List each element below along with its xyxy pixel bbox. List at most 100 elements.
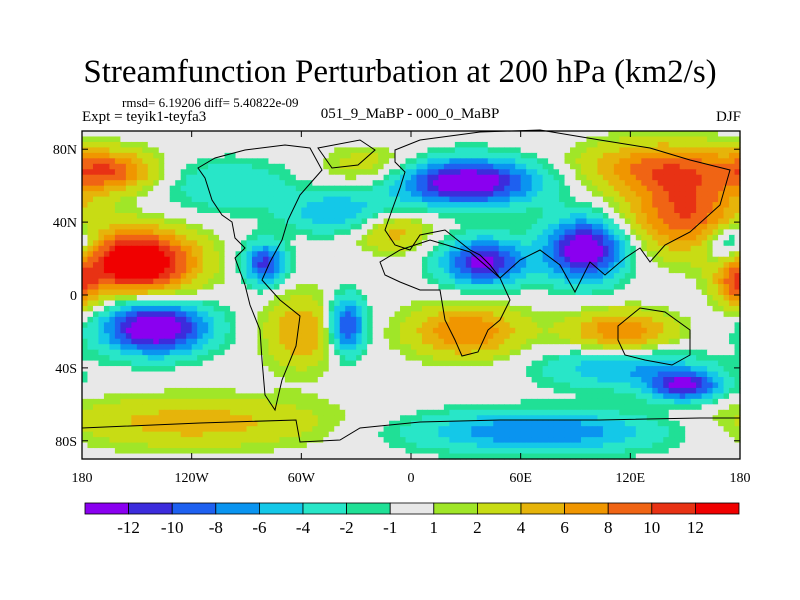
heatmap-cell — [87, 344, 94, 351]
heatmap-cell — [432, 136, 440, 143]
heatmap-cell — [597, 169, 604, 176]
heatmap-cell — [729, 278, 736, 285]
heatmap-cell — [509, 284, 516, 291]
heatmap-cell — [580, 185, 588, 192]
heatmap-cell — [251, 256, 259, 263]
heatmap-cell — [389, 218, 396, 225]
heatmap-cell — [339, 333, 346, 340]
heatmap-cell — [493, 213, 500, 220]
heatmap-cell — [213, 141, 220, 148]
heatmap-cell — [586, 185, 593, 192]
heatmap-cell — [597, 131, 604, 138]
heatmap-cell — [597, 229, 604, 236]
heatmap-cell — [646, 163, 653, 170]
heatmap-cell — [526, 284, 533, 291]
heatmap-cell — [241, 333, 248, 340]
heatmap-cell — [498, 229, 505, 236]
heatmap-cell — [213, 191, 220, 198]
heatmap-cell — [685, 256, 692, 263]
heatmap-cell — [164, 251, 171, 258]
heatmap-cell — [482, 158, 489, 165]
heatmap-cell — [191, 141, 198, 148]
heatmap-cell — [449, 262, 456, 269]
heatmap-cell — [597, 234, 604, 241]
heatmap-cell — [411, 202, 418, 209]
heatmap-cell — [411, 262, 418, 269]
heatmap-cell — [679, 349, 686, 356]
heatmap-cell — [476, 141, 483, 148]
heatmap-cell — [712, 262, 719, 269]
heatmap-cell — [219, 267, 226, 274]
heatmap-cell — [564, 338, 571, 345]
heatmap-cell — [460, 158, 467, 165]
heatmap-cell — [602, 223, 609, 230]
heatmap-cell — [619, 207, 626, 214]
heatmap-cell — [98, 240, 105, 247]
heatmap-cell — [465, 202, 472, 209]
heatmap-cell — [246, 338, 253, 345]
heatmap-cell — [509, 311, 516, 318]
heatmap-cell — [372, 191, 379, 198]
heatmap-cell — [421, 289, 429, 296]
heatmap-cell — [262, 185, 270, 192]
heatmap-cell — [559, 191, 566, 198]
heatmap-cell — [356, 152, 363, 159]
heatmap-cell — [306, 163, 313, 170]
heatmap-cell — [624, 234, 631, 241]
heatmap-cell — [564, 284, 571, 291]
heatmap-cell — [219, 251, 226, 258]
heatmap-cell — [142, 196, 149, 203]
heatmap-cell — [718, 180, 725, 187]
heatmap-cell — [591, 163, 599, 170]
heatmap-cell — [191, 218, 198, 225]
heatmap-cell — [723, 273, 730, 280]
heatmap-cell — [421, 262, 429, 269]
heatmap-cell — [284, 273, 291, 280]
heatmap-cell — [454, 131, 461, 138]
heatmap-cell — [339, 305, 346, 312]
heatmap-cell — [718, 131, 725, 138]
heatmap-cell — [575, 327, 582, 334]
heatmap-cell — [696, 300, 703, 307]
heatmap-cell — [142, 207, 149, 214]
heatmap-cell — [279, 311, 286, 318]
heatmap-cell — [125, 207, 132, 214]
heatmap-cell — [712, 131, 719, 138]
heatmap-cell — [213, 218, 220, 225]
heatmap-cell — [723, 218, 730, 225]
heatmap-cell — [224, 245, 231, 252]
heatmap-cell — [553, 273, 560, 280]
heatmap-cell — [268, 223, 275, 230]
heatmap-cell — [180, 169, 187, 176]
heatmap-cell — [630, 234, 637, 241]
heatmap-cell — [82, 147, 89, 154]
heatmap-cell — [92, 355, 100, 362]
heatmap-cell — [690, 141, 697, 148]
heatmap-cell — [729, 240, 736, 247]
heatmap-cell — [323, 295, 330, 302]
heatmap-cell — [87, 322, 94, 329]
heatmap-cell — [317, 251, 324, 258]
heatmap-cell — [696, 169, 703, 176]
heatmap-cell — [350, 207, 357, 214]
heatmap-cell — [230, 251, 237, 258]
heatmap-cell — [685, 234, 692, 241]
heatmap-cell — [158, 196, 165, 203]
heatmap-cell — [674, 158, 681, 165]
heatmap-cell — [630, 289, 637, 296]
heatmap-cell — [262, 344, 270, 351]
heatmap-cell — [131, 136, 138, 143]
heatmap-cell — [405, 131, 412, 138]
heatmap-cell — [356, 300, 363, 307]
heatmap-cell — [273, 191, 280, 198]
heatmap-cell — [257, 289, 264, 296]
heatmap-cell — [498, 338, 505, 345]
heatmap-cell — [559, 349, 566, 356]
heatmap-cell — [235, 338, 242, 345]
heatmap-cell — [82, 196, 89, 203]
heatmap-cell — [586, 136, 593, 143]
heatmap-cell — [729, 267, 736, 274]
heatmap-cell — [619, 267, 626, 274]
heatmap-cell — [657, 152, 664, 159]
heatmap-cell — [416, 169, 423, 176]
